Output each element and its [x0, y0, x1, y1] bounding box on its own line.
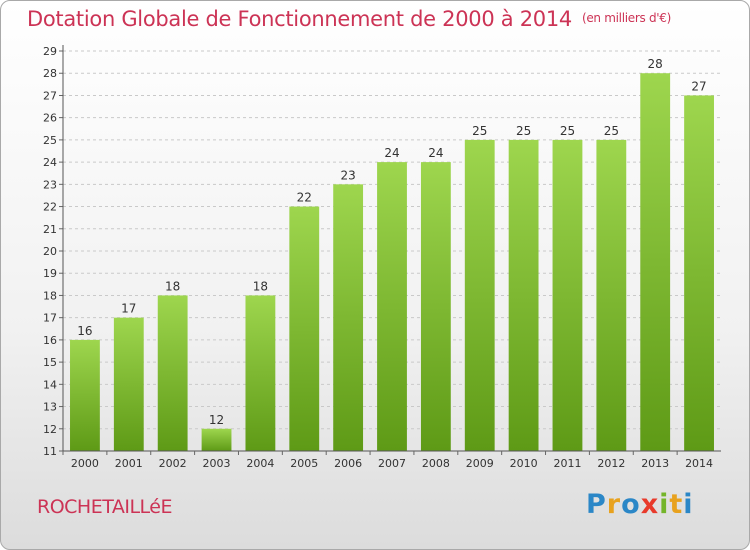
bar-value-label: 25	[560, 124, 575, 138]
bar-value-label: 22	[297, 191, 312, 205]
x-tick-label: 2006	[334, 457, 362, 470]
logo-letter: P	[586, 489, 607, 520]
y-tick-label: 24	[43, 156, 57, 169]
y-tick-label: 19	[43, 267, 57, 280]
y-axis: 11 12 13 14 15 16 17 18 19 20 21 22 23 24 25 26 27 28 29	[43, 45, 64, 458]
bar-value-label: 12	[209, 413, 224, 427]
bar-value-label: 25	[516, 124, 531, 138]
bar	[596, 139, 627, 451]
x-tick-label: 2012	[597, 457, 625, 470]
bar	[70, 339, 100, 451]
bar-value-label: 18	[165, 279, 180, 293]
bar	[157, 295, 188, 451]
bar-value-label: 24	[384, 146, 399, 160]
chart-subtitle: (en milliers d'€)	[581, 11, 671, 25]
y-tick-label: 14	[43, 378, 57, 391]
chart-title: Dotation Globale de Fonctionnement de 20…	[27, 7, 671, 31]
x-tick-label: 2011	[553, 457, 581, 470]
x-tick-label: 2010	[510, 457, 538, 470]
y-tick-label: 12	[43, 423, 57, 436]
logo-letter: i	[683, 489, 694, 520]
x-axis: 2000 2001 2002 2003 2004 2005 2006 2007 2008 2009…	[62, 450, 721, 470]
y-tick-label: 13	[43, 401, 57, 414]
y-tick-label: 28	[43, 67, 57, 80]
bar-value-label: 25	[472, 124, 487, 138]
y-tick-label: 18	[43, 289, 57, 302]
y-tick-label: 11	[43, 445, 57, 458]
y-tick-label: 21	[43, 223, 57, 236]
bar	[113, 317, 144, 451]
x-tick-label: 2002	[159, 457, 187, 470]
x-tick-label: 2014	[685, 457, 713, 470]
logo-letter: x	[640, 489, 660, 520]
y-tick-label: 26	[43, 112, 57, 125]
x-tick-label: 2009	[466, 457, 494, 470]
y-tick-label: 22	[43, 201, 57, 214]
logo-letter: i	[659, 489, 670, 520]
y-tick-label: 17	[43, 312, 57, 325]
bar-value-label: 16	[77, 324, 92, 338]
y-tick-label: 15	[43, 356, 57, 369]
y-tick-label: 25	[43, 134, 57, 147]
bar-value-label: 23	[340, 168, 355, 182]
bar	[552, 139, 583, 451]
bar-value-label: 18	[253, 279, 268, 293]
commune-name: ROCHETAILLéE	[37, 496, 172, 518]
x-tick-label: 2013	[641, 457, 669, 470]
chart-title-text: Dotation Globale de Fonctionnement de 20…	[27, 7, 572, 31]
y-tick-label: 16	[43, 334, 57, 347]
bar	[289, 206, 320, 451]
bar	[420, 162, 451, 451]
x-tick-label: 2001	[115, 457, 143, 470]
x-tick-label: 2003	[203, 457, 231, 470]
bar-value-label: 27	[691, 79, 706, 93]
x-tick-label: 2008	[422, 457, 450, 470]
y-tick-label: 23	[43, 178, 57, 191]
logo-letter: o	[621, 489, 641, 520]
logo-letter: t	[669, 489, 684, 520]
bar	[640, 73, 671, 451]
x-tick-label: 2004	[246, 457, 274, 470]
bar-value-label: 24	[428, 146, 443, 160]
bar	[201, 428, 232, 451]
bar	[684, 95, 714, 451]
bar	[508, 139, 539, 451]
x-tick-label: 2000	[71, 457, 99, 470]
bars: 16 17 18 12 18 22 23 24 24 25 25 25 25 28 27	[70, 57, 714, 452]
x-tick-label: 2005	[290, 457, 318, 470]
logo-letter: r	[606, 489, 622, 520]
y-tick-label: 27	[43, 89, 57, 102]
bar-value-label: 25	[604, 124, 619, 138]
bar-value-label: 28	[648, 57, 663, 71]
bar	[245, 295, 276, 451]
proxiti-logo: Proxiti	[586, 489, 694, 520]
bar	[464, 139, 495, 451]
y-tick-label: 29	[43, 45, 57, 58]
y-tick-label: 20	[43, 245, 57, 258]
bar	[333, 184, 364, 452]
bar	[377, 162, 407, 451]
bar-value-label: 17	[121, 302, 136, 316]
x-tick-label: 2007	[378, 457, 406, 470]
